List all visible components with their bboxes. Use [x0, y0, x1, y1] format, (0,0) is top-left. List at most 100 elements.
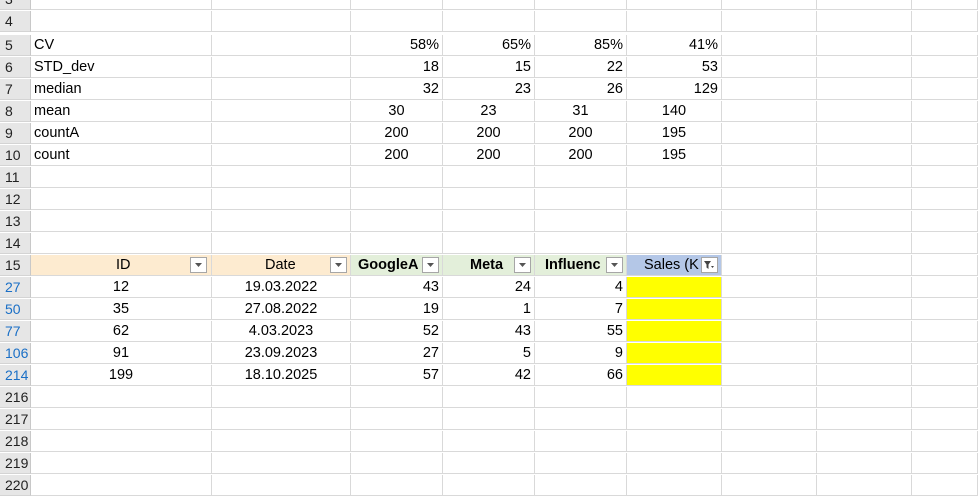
- table-cell[interactable]: 18.10.2025: [212, 365, 351, 386]
- row-header[interactable]: 220: [0, 475, 31, 496]
- table-cell[interactable]: 66: [535, 365, 627, 386]
- header-googleads[interactable]: GoogleA: [351, 255, 443, 276]
- stat-value-cell[interactable]: 22: [535, 57, 627, 78]
- table-cell[interactable]: 55: [535, 321, 627, 342]
- filter-dropdown-button[interactable]: [606, 257, 623, 273]
- stat-value-cell[interactable]: 41%: [627, 35, 722, 56]
- row-number: 3: [5, 0, 13, 10]
- table-cell[interactable]: 23.09.2023: [212, 343, 351, 364]
- filter-dropdown-button[interactable]: [190, 257, 207, 273]
- table-cell[interactable]: 35: [31, 299, 212, 320]
- stat-value-cell[interactable]: 200: [535, 123, 627, 144]
- row-header[interactable]: 8: [0, 101, 31, 122]
- row-header[interactable]: 217: [0, 409, 31, 430]
- stat-value-cell[interactable]: 23: [443, 79, 535, 100]
- stat-label-cell[interactable]: STD_dev: [31, 57, 212, 78]
- row-header[interactable]: 9: [0, 123, 31, 144]
- table-cell[interactable]: 62: [31, 321, 212, 342]
- stat-value-cell[interactable]: 32: [351, 79, 443, 100]
- table-cell[interactable]: 199: [31, 365, 212, 386]
- filter-dropdown-button[interactable]: [514, 257, 531, 273]
- row-header[interactable]: 216: [0, 387, 31, 408]
- header-id[interactable]: ID: [31, 255, 212, 276]
- stat-value-cell[interactable]: 65%: [443, 35, 535, 56]
- header-date[interactable]: Date: [212, 255, 351, 276]
- stat-value-cell[interactable]: 58%: [351, 35, 443, 56]
- table-cell[interactable]: 57: [351, 365, 443, 386]
- stat-value-cell[interactable]: 200: [351, 145, 443, 166]
- table-cell[interactable]: 42: [443, 365, 535, 386]
- stat-value-cell[interactable]: 53: [627, 57, 722, 78]
- header-meta[interactable]: Meta: [443, 255, 535, 276]
- stat-value-cell[interactable]: 15: [443, 57, 535, 78]
- row-header[interactable]: 214: [0, 365, 31, 386]
- stat-value-cell[interactable]: 140: [627, 101, 722, 122]
- row-header[interactable]: 3: [0, 0, 31, 10]
- table-cell[interactable]: 7: [535, 299, 627, 320]
- table-cell[interactable]: 4: [535, 277, 627, 298]
- stat-value-cell[interactable]: 200: [535, 145, 627, 166]
- highlighted-empty-cell[interactable]: [627, 299, 722, 320]
- table-cell[interactable]: 27.08.2022: [212, 299, 351, 320]
- row-number: 219: [5, 455, 29, 471]
- filter-applied-button[interactable]: [701, 257, 718, 273]
- row-header[interactable]: 10: [0, 145, 31, 166]
- table-cell[interactable]: 1: [443, 299, 535, 320]
- row-number: 6: [5, 59, 13, 75]
- row-header[interactable]: 6: [0, 57, 31, 78]
- stat-value-cell[interactable]: 195: [627, 145, 722, 166]
- stat-label-cell[interactable]: countA: [31, 123, 212, 144]
- stat-label-cell[interactable]: CV: [31, 35, 212, 56]
- stat-value-cell[interactable]: 200: [351, 123, 443, 144]
- highlighted-empty-cell[interactable]: [627, 321, 722, 342]
- table-cell[interactable]: 91: [31, 343, 212, 364]
- row-header[interactable]: 50: [0, 299, 31, 320]
- row-header[interactable]: 77: [0, 321, 31, 342]
- row-header[interactable]: 13: [0, 211, 31, 232]
- table-cell[interactable]: 5: [443, 343, 535, 364]
- table-cell[interactable]: 43: [443, 321, 535, 342]
- stat-value-cell[interactable]: 23: [443, 101, 535, 122]
- table-cell[interactable]: 24: [443, 277, 535, 298]
- table-cell[interactable]: 9: [535, 343, 627, 364]
- stat-value-cell[interactable]: 200: [443, 145, 535, 166]
- stat-label-cell[interactable]: mean: [31, 101, 212, 122]
- table-cell[interactable]: 4.03.2023: [212, 321, 351, 342]
- stat-value-cell[interactable]: 195: [627, 123, 722, 144]
- row-header[interactable]: 5: [0, 35, 31, 56]
- stat-value-cell[interactable]: 26: [535, 79, 627, 100]
- highlighted-empty-cell[interactable]: [627, 365, 722, 386]
- stat-value-cell[interactable]: 31: [535, 101, 627, 122]
- row-header[interactable]: 14: [0, 233, 31, 254]
- table-cell[interactable]: 27: [351, 343, 443, 364]
- table-cell[interactable]: 52: [351, 321, 443, 342]
- row-header[interactable]: 4: [0, 11, 31, 32]
- row-4: 4: [0, 11, 978, 33]
- highlighted-empty-cell[interactable]: [627, 277, 722, 298]
- stat-label-cell[interactable]: median: [31, 79, 212, 100]
- row-header[interactable]: 218: [0, 431, 31, 452]
- row-header[interactable]: 219: [0, 453, 31, 474]
- table-cell[interactable]: 43: [351, 277, 443, 298]
- row-header[interactable]: 11: [0, 167, 31, 188]
- table-cell[interactable]: 19.03.2022: [212, 277, 351, 298]
- row-header[interactable]: 106: [0, 343, 31, 364]
- highlighted-empty-cell[interactable]: [627, 343, 722, 364]
- header-sales[interactable]: Sales (K: [627, 255, 722, 276]
- header-influencer[interactable]: Influenc: [535, 255, 627, 276]
- stat-value-cell[interactable]: 85%: [535, 35, 627, 56]
- row-header[interactable]: 7: [0, 79, 31, 100]
- stat-value-cell[interactable]: 129: [627, 79, 722, 100]
- stat-value-cell[interactable]: 30: [351, 101, 443, 122]
- table-cell[interactable]: 19: [351, 299, 443, 320]
- filter-dropdown-button[interactable]: [422, 257, 439, 273]
- row-header[interactable]: 27: [0, 277, 31, 298]
- table-cell[interactable]: 12: [31, 277, 212, 298]
- row-header[interactable]: 12: [0, 189, 31, 210]
- stat-value-cell[interactable]: 200: [443, 123, 535, 144]
- stat-label-cell[interactable]: count: [31, 145, 212, 166]
- row-header[interactable]: 15: [0, 255, 31, 276]
- filter-dropdown-button[interactable]: [330, 257, 347, 273]
- stat-value-cell[interactable]: 18: [351, 57, 443, 78]
